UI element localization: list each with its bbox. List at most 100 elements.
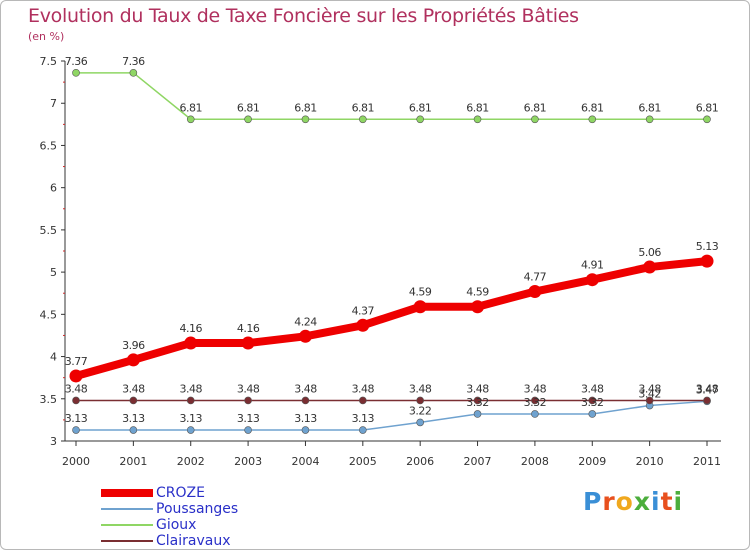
- data-point-clairavaux: [531, 396, 539, 405]
- series-gioux: [72, 69, 711, 124]
- x-tick-label: 2011: [693, 455, 721, 468]
- series-clairavaux: [72, 396, 711, 405]
- data-point-clairavaux: [244, 396, 252, 405]
- data-label-croze: 4.16: [237, 322, 260, 335]
- data-point-clairavaux: [129, 396, 138, 405]
- data-point-croze: [471, 300, 485, 314]
- data-point-gioux: [129, 69, 138, 77]
- data-point-croze: [298, 329, 312, 343]
- data-label-croze: 4.37: [352, 304, 375, 317]
- data-point-gioux: [244, 115, 252, 124]
- data-label-croze: 5.13: [696, 240, 719, 253]
- data-point-clairavaux: [645, 396, 654, 405]
- data-label-gioux: 6.81: [352, 101, 375, 114]
- data-label-gioux: 7.36: [65, 55, 88, 68]
- logo-letter: r: [602, 487, 616, 516]
- data-label-gioux: 6.81: [237, 101, 260, 114]
- data-point-gioux: [588, 115, 597, 124]
- data-point-croze: [585, 273, 599, 287]
- series-layer: [69, 69, 714, 434]
- data-label-poussanges: 3.13: [65, 412, 88, 425]
- data-point-gioux: [359, 115, 367, 124]
- series-line-croze: [72, 257, 711, 380]
- x-tick-label: 2001: [119, 455, 147, 468]
- logo-letter: o: [615, 487, 634, 516]
- y-tick-label: 4: [50, 351, 57, 364]
- data-label-croze: 3.77: [65, 355, 88, 368]
- data-point-poussanges: [72, 426, 80, 434]
- proxiti-logo: Proxiti: [583, 487, 683, 516]
- data-label-croze: 4.59: [466, 286, 489, 299]
- data-point-clairavaux: [703, 396, 711, 405]
- y-tick-label: 6: [50, 182, 57, 195]
- data-label-clairavaux: 3.48: [179, 382, 202, 395]
- data-label-gioux: 6.81: [409, 101, 432, 114]
- data-label-gioux: 6.81: [581, 101, 604, 114]
- logo-letter: i: [651, 487, 661, 516]
- logo-letter: i: [673, 487, 684, 516]
- data-label-gioux: 6.81: [294, 101, 317, 114]
- data-point-croze: [356, 318, 370, 332]
- data-point-poussanges: [473, 410, 482, 418]
- data-label-poussanges: 3.13: [294, 412, 317, 425]
- axes: 3 3.5 4 4.5 5 5.5 6 6.5 7 7.5 2000 2001 2002 2003 2004…: [40, 55, 721, 468]
- data-label-clairavaux: 3.48: [638, 382, 661, 395]
- chart-title: Evolution du Taux de Taxe Foncière sur l…: [28, 5, 579, 27]
- data-point-croze: [700, 254, 714, 268]
- data-label-croze: 4.16: [179, 322, 202, 335]
- data-point-gioux: [301, 115, 310, 124]
- data-point-gioux: [186, 115, 195, 124]
- data-point-croze: [643, 260, 657, 274]
- legend-label: Clairavaux: [156, 533, 231, 549]
- series-line-poussanges: [75, 400, 708, 431]
- data-point-gioux: [645, 115, 654, 124]
- data-label-clairavaux: 3.48: [237, 382, 260, 395]
- point-labels: 3.77 3.96 4.16 4.16 4.24 4.37 4.59 4.59 4.77 4.91…: [65, 55, 719, 425]
- data-label-clairavaux: 3.48: [581, 382, 604, 395]
- data-label-gioux: 6.81: [179, 101, 202, 114]
- logo-letter: t: [660, 487, 674, 516]
- y-tick-label: 5.5: [40, 224, 58, 237]
- data-point-croze: [184, 336, 198, 350]
- series-croze: [69, 254, 714, 383]
- logo-letter: x: [633, 487, 651, 516]
- data-label-poussanges: 3.32: [466, 396, 489, 409]
- x-tick-label: 2010: [636, 455, 664, 468]
- series-poussanges: [72, 397, 711, 434]
- data-label-poussanges: 3.47: [696, 383, 719, 396]
- data-label-poussanges: 3.32: [581, 396, 604, 409]
- data-label-croze: 4.59: [409, 286, 432, 299]
- data-point-poussanges: [186, 426, 195, 434]
- data-point-croze: [126, 353, 140, 367]
- data-label-croze: 4.91: [581, 259, 604, 272]
- data-label-poussanges: 3.42: [638, 388, 661, 401]
- x-tick-label: 2005: [349, 455, 377, 468]
- data-label-poussanges: 3.13: [352, 412, 375, 425]
- x-tick-label: 2009: [578, 455, 606, 468]
- legend-swatch: [101, 540, 153, 542]
- logo-letter: P: [583, 487, 603, 516]
- data-point-gioux: [72, 69, 80, 77]
- data-point-clairavaux: [473, 396, 482, 405]
- data-point-clairavaux: [301, 396, 310, 405]
- y-tick-label: 3.5: [40, 393, 58, 406]
- unit-label: (en %): [28, 30, 65, 43]
- data-label-clairavaux: 3.48: [352, 382, 375, 395]
- data-point-poussanges: [129, 426, 138, 434]
- data-point-croze: [413, 300, 427, 314]
- data-point-clairavaux: [416, 396, 424, 405]
- data-label-clairavaux: 3.48: [466, 382, 489, 395]
- data-point-gioux: [531, 115, 539, 124]
- x-tick-label: 2006: [406, 455, 434, 468]
- data-point-clairavaux: [359, 396, 367, 405]
- data-label-croze: 5.06: [638, 246, 661, 259]
- data-label-clairavaux: 3.48: [409, 382, 432, 395]
- data-point-clairavaux: [588, 396, 597, 405]
- y-tick-label: 4.5: [40, 308, 58, 321]
- data-label-clairavaux: 3.48: [294, 382, 317, 395]
- legend-label: Poussanges: [156, 501, 239, 517]
- legend-swatch: [101, 508, 153, 510]
- x-tick-label: 2000: [62, 455, 90, 468]
- data-point-gioux: [416, 115, 424, 124]
